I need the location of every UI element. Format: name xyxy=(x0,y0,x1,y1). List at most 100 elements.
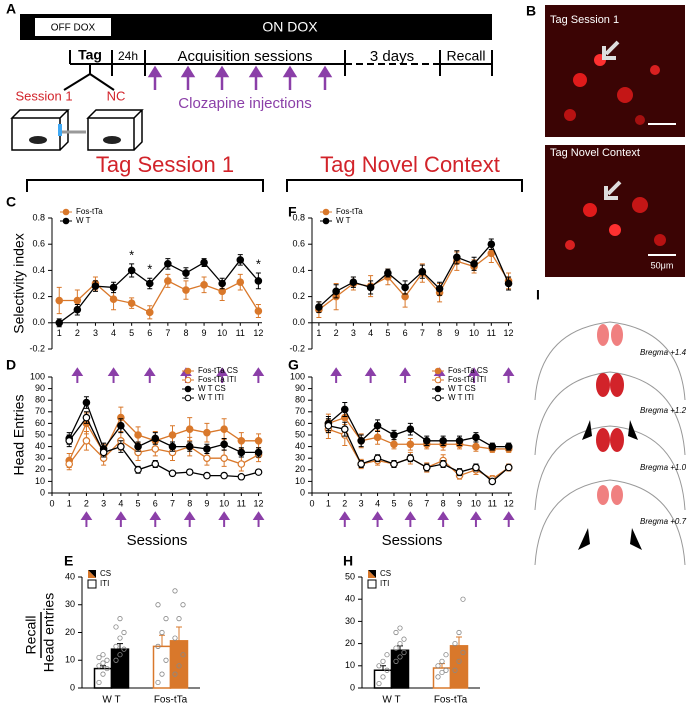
marker xyxy=(373,454,382,463)
marker xyxy=(168,442,177,451)
injection-arrow xyxy=(502,367,515,383)
mouse xyxy=(29,136,47,144)
y-tick-label: 10 xyxy=(345,660,355,670)
marker xyxy=(340,405,349,414)
data-point xyxy=(100,671,106,677)
x-tick-label: 10 xyxy=(219,498,229,508)
x-tick-label: 4 xyxy=(111,328,116,338)
x-tick-label: 5 xyxy=(129,328,134,338)
marker xyxy=(349,278,358,286)
data-point xyxy=(113,657,119,663)
acq-label: Acquisition sessions xyxy=(177,48,312,65)
marker xyxy=(254,448,263,457)
legend-marker xyxy=(434,394,442,402)
y-tick-label: 70 xyxy=(35,406,45,416)
injection-arrow xyxy=(364,367,377,383)
marker xyxy=(203,445,211,453)
data-point xyxy=(380,674,386,680)
on-dox: ON DOX xyxy=(262,19,318,35)
y-tick-label: 80 xyxy=(295,395,305,405)
panel-letter: A xyxy=(6,1,16,17)
data-point xyxy=(376,680,382,687)
marker xyxy=(55,318,64,327)
marker xyxy=(504,442,513,451)
marker xyxy=(168,469,177,478)
marker xyxy=(109,295,118,304)
data-point xyxy=(435,663,441,669)
y-tick-label: 10 xyxy=(65,655,75,665)
panel-letter: H xyxy=(343,553,353,569)
cages xyxy=(10,109,144,151)
data-point xyxy=(117,652,123,658)
marker xyxy=(200,281,208,289)
injection-arrow xyxy=(338,511,351,527)
data-point xyxy=(439,669,445,676)
data-point xyxy=(100,652,106,658)
data-point xyxy=(163,616,169,622)
x-tick-label: 4 xyxy=(375,498,380,508)
injection-arrow xyxy=(371,511,384,527)
legend-marker xyxy=(62,208,70,216)
bar xyxy=(110,648,130,689)
error-bar xyxy=(117,643,123,650)
data-point xyxy=(397,640,403,647)
data-point xyxy=(401,649,407,656)
image-bottom: Tag Novel Context 50μm xyxy=(545,145,685,277)
y-tick-label: 10 xyxy=(35,476,45,486)
marker xyxy=(185,425,194,434)
x-tick-label: 9 xyxy=(454,328,459,338)
marker xyxy=(151,460,160,468)
legend-marker xyxy=(322,208,330,216)
panel-letter: I xyxy=(536,287,540,303)
y-tick-label: 60 xyxy=(35,418,45,428)
x-tick-label: 3 xyxy=(351,328,356,338)
injection-arrows xyxy=(147,65,333,90)
y-tick-label: 0.0 xyxy=(292,317,305,327)
marker xyxy=(357,460,365,468)
y-tick-label: 30 xyxy=(65,599,75,609)
data-point xyxy=(96,679,102,686)
marker xyxy=(488,442,497,451)
injection-arrow xyxy=(107,367,120,383)
injection-arrow xyxy=(80,511,93,527)
marker xyxy=(185,442,194,451)
legend-label: Fos-tTa xyxy=(336,207,363,216)
data-point xyxy=(155,643,161,649)
data-point xyxy=(384,667,390,673)
marker xyxy=(422,463,431,472)
recall-side-label: Recall xyxy=(23,616,39,655)
legend-marker xyxy=(184,376,192,384)
x-axis-label: Sessions xyxy=(127,532,188,549)
y-tick-label: -0.2 xyxy=(29,343,45,353)
y-tick-label: 80 xyxy=(35,395,45,405)
x-tick-label: 9 xyxy=(457,498,462,508)
x-tick-label: 12 xyxy=(254,498,264,508)
marker xyxy=(315,303,323,311)
legend-label: Fos-tTa ITI xyxy=(448,375,486,384)
bar xyxy=(390,649,410,689)
marker xyxy=(254,436,263,445)
marker xyxy=(237,436,246,445)
x-tick-label: 8 xyxy=(437,328,442,338)
data-point xyxy=(121,629,127,636)
marker xyxy=(340,425,349,434)
injection-arrow xyxy=(502,511,515,527)
injection-arrow xyxy=(114,511,127,527)
x-tick-label: Fos-tTa xyxy=(154,695,188,705)
data-point xyxy=(180,652,186,658)
marker xyxy=(164,277,172,285)
marker xyxy=(82,436,91,445)
data-point xyxy=(180,602,186,608)
panel-letter: C xyxy=(6,194,16,210)
marker xyxy=(218,279,226,288)
bregma-label: Bregma +1.0 xyxy=(640,463,687,472)
y-tick-label: 0 xyxy=(40,487,45,497)
data-point xyxy=(452,667,458,673)
legend-label: Fos-tTa CS xyxy=(198,366,238,375)
legend-label: CS xyxy=(380,569,391,578)
injection-arrow xyxy=(330,367,343,383)
cue-light xyxy=(58,124,62,136)
y-tick-label: 0.6 xyxy=(32,239,45,249)
y-tick-label: 0.2 xyxy=(292,291,305,301)
x-tick-label: 2 xyxy=(84,498,89,508)
